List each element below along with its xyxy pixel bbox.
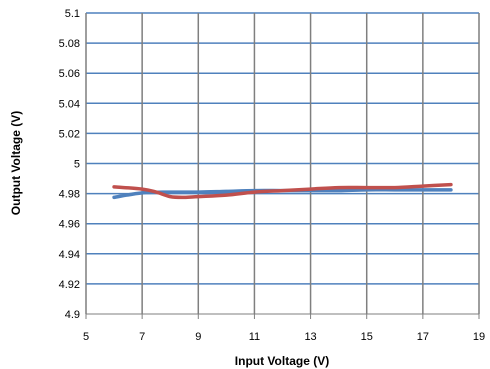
y-tick-label: 5.06 <box>59 68 80 80</box>
y-tick-label: 4.9 <box>65 309 80 321</box>
x-tick-label: 17 <box>417 331 429 343</box>
y-axis-label: Output Voltage (V) <box>9 111 23 215</box>
grid <box>85 12 480 319</box>
y-tick-label: 4.98 <box>59 189 80 201</box>
series-group <box>112 182 453 200</box>
series-line-2 <box>112 182 453 200</box>
x-tick-label: 9 <box>195 331 201 343</box>
y-tick-label: 5.08 <box>59 38 80 50</box>
y-tick-label: 5.1 <box>65 8 80 20</box>
x-tick-labels: 5 7 9 11 13 15 17 19 <box>83 331 485 343</box>
x-tick-label: 11 <box>249 331 260 343</box>
x-tick-label: 13 <box>304 331 316 343</box>
x-axis-label: Input Voltage (V) <box>235 354 329 368</box>
y-tick-label: 4.96 <box>59 219 80 231</box>
x-tick-label: 7 <box>139 331 145 343</box>
x-tick-label: 15 <box>361 331 373 343</box>
y-tick-label: 5 <box>74 159 80 171</box>
y-tick-label: 4.92 <box>59 279 80 291</box>
y-tick-label: 5.04 <box>59 98 80 110</box>
y-tick-labels: 5.1 5.08 5.06 5.04 5.02 5 4.98 4.96 4.94 4.92 4.9 <box>59 8 80 321</box>
x-tick-label: 5 <box>83 331 89 343</box>
y-tick-label: 5.02 <box>59 128 80 140</box>
x-tick-label: 19 <box>473 331 485 343</box>
y-tick-label: 4.94 <box>59 249 80 261</box>
